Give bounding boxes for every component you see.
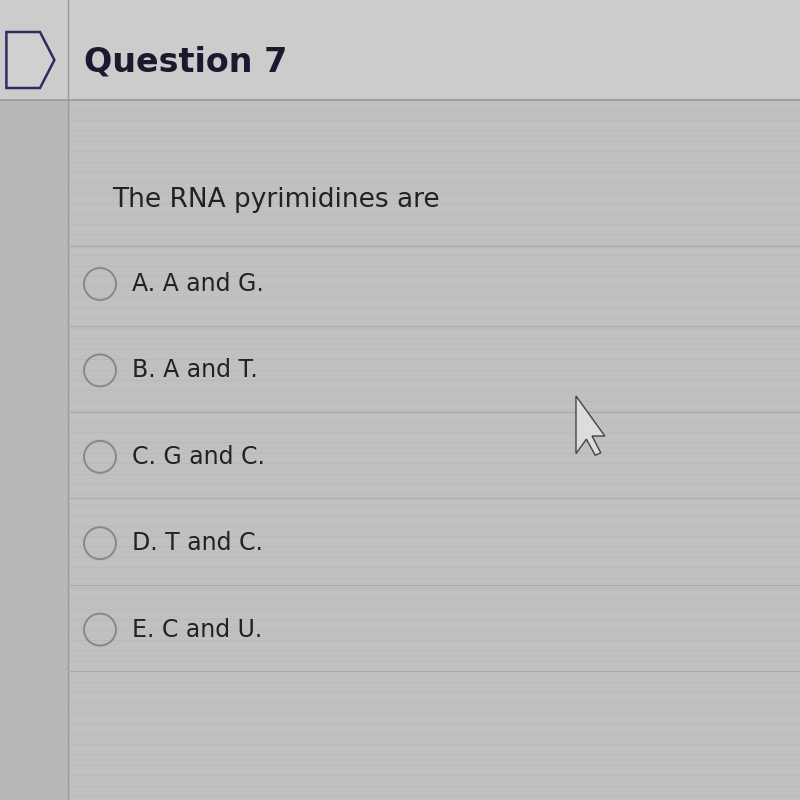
Text: Question 7: Question 7 <box>84 45 287 78</box>
Text: B. A and T.: B. A and T. <box>132 358 258 382</box>
Text: D. T and C.: D. T and C. <box>132 531 263 555</box>
Text: The RNA pyrimidines are: The RNA pyrimidines are <box>112 187 440 213</box>
Text: A. A and G.: A. A and G. <box>132 272 264 296</box>
Bar <box>0 0 800 100</box>
Text: C. G and C.: C. G and C. <box>132 445 265 469</box>
Polygon shape <box>6 32 54 88</box>
Text: E. C and U.: E. C and U. <box>132 618 262 642</box>
Polygon shape <box>576 396 605 455</box>
Bar <box>0 0 68 800</box>
